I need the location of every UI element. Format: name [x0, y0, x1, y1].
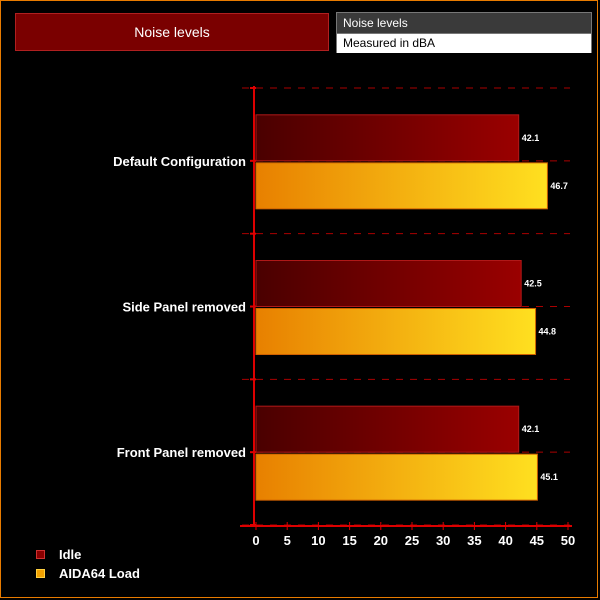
x-tick-label: 35 [467, 533, 481, 548]
x-tick-label: 5 [284, 533, 291, 548]
legend-swatch-load [36, 569, 45, 578]
x-tick-label: 40 [498, 533, 512, 548]
bar-idle [255, 260, 522, 307]
chart-title: Noise levels [15, 13, 329, 51]
x-tick-label: 50 [561, 533, 575, 548]
data-label: 42.1 [522, 424, 540, 434]
data-label: 44.8 [539, 327, 557, 337]
x-tick-label: 25 [405, 533, 419, 548]
data-label: 46.7 [550, 181, 568, 191]
legend-swatch-idle [36, 550, 45, 559]
x-tick-label: 15 [342, 533, 356, 548]
x-tick-label: 45 [530, 533, 544, 548]
legend: Idle AIDA64 Load [36, 545, 140, 583]
category-label: Default Configuration [113, 154, 246, 169]
bar-load [255, 308, 537, 355]
legend-item-idle: Idle [36, 545, 140, 564]
bar-load [255, 453, 538, 501]
data-label: 45.1 [540, 472, 558, 482]
x-tick-label: 0 [252, 533, 259, 548]
chart-title-text: Noise levels [134, 24, 210, 40]
legend-label-idle: Idle [59, 547, 82, 562]
data-label: 42.5 [524, 279, 542, 289]
info-title: Noise levels [337, 13, 591, 34]
x-tick-label: 30 [436, 533, 450, 548]
bar-load [255, 162, 548, 210]
data-label: 42.1 [522, 133, 540, 143]
legend-item-load: AIDA64 Load [36, 564, 140, 583]
chart-info-box: Noise levels Measured in dBA [336, 12, 592, 53]
category-label: Side Panel removed [122, 300, 246, 315]
bar-idle [255, 405, 520, 453]
category-label: Front Panel removed [117, 445, 246, 460]
bar-idle [255, 114, 520, 162]
x-tick-label: 20 [374, 533, 388, 548]
x-tick-label: 10 [311, 533, 325, 548]
info-unit: Measured in dBA [337, 34, 591, 53]
legend-label-load: AIDA64 Load [59, 566, 140, 581]
